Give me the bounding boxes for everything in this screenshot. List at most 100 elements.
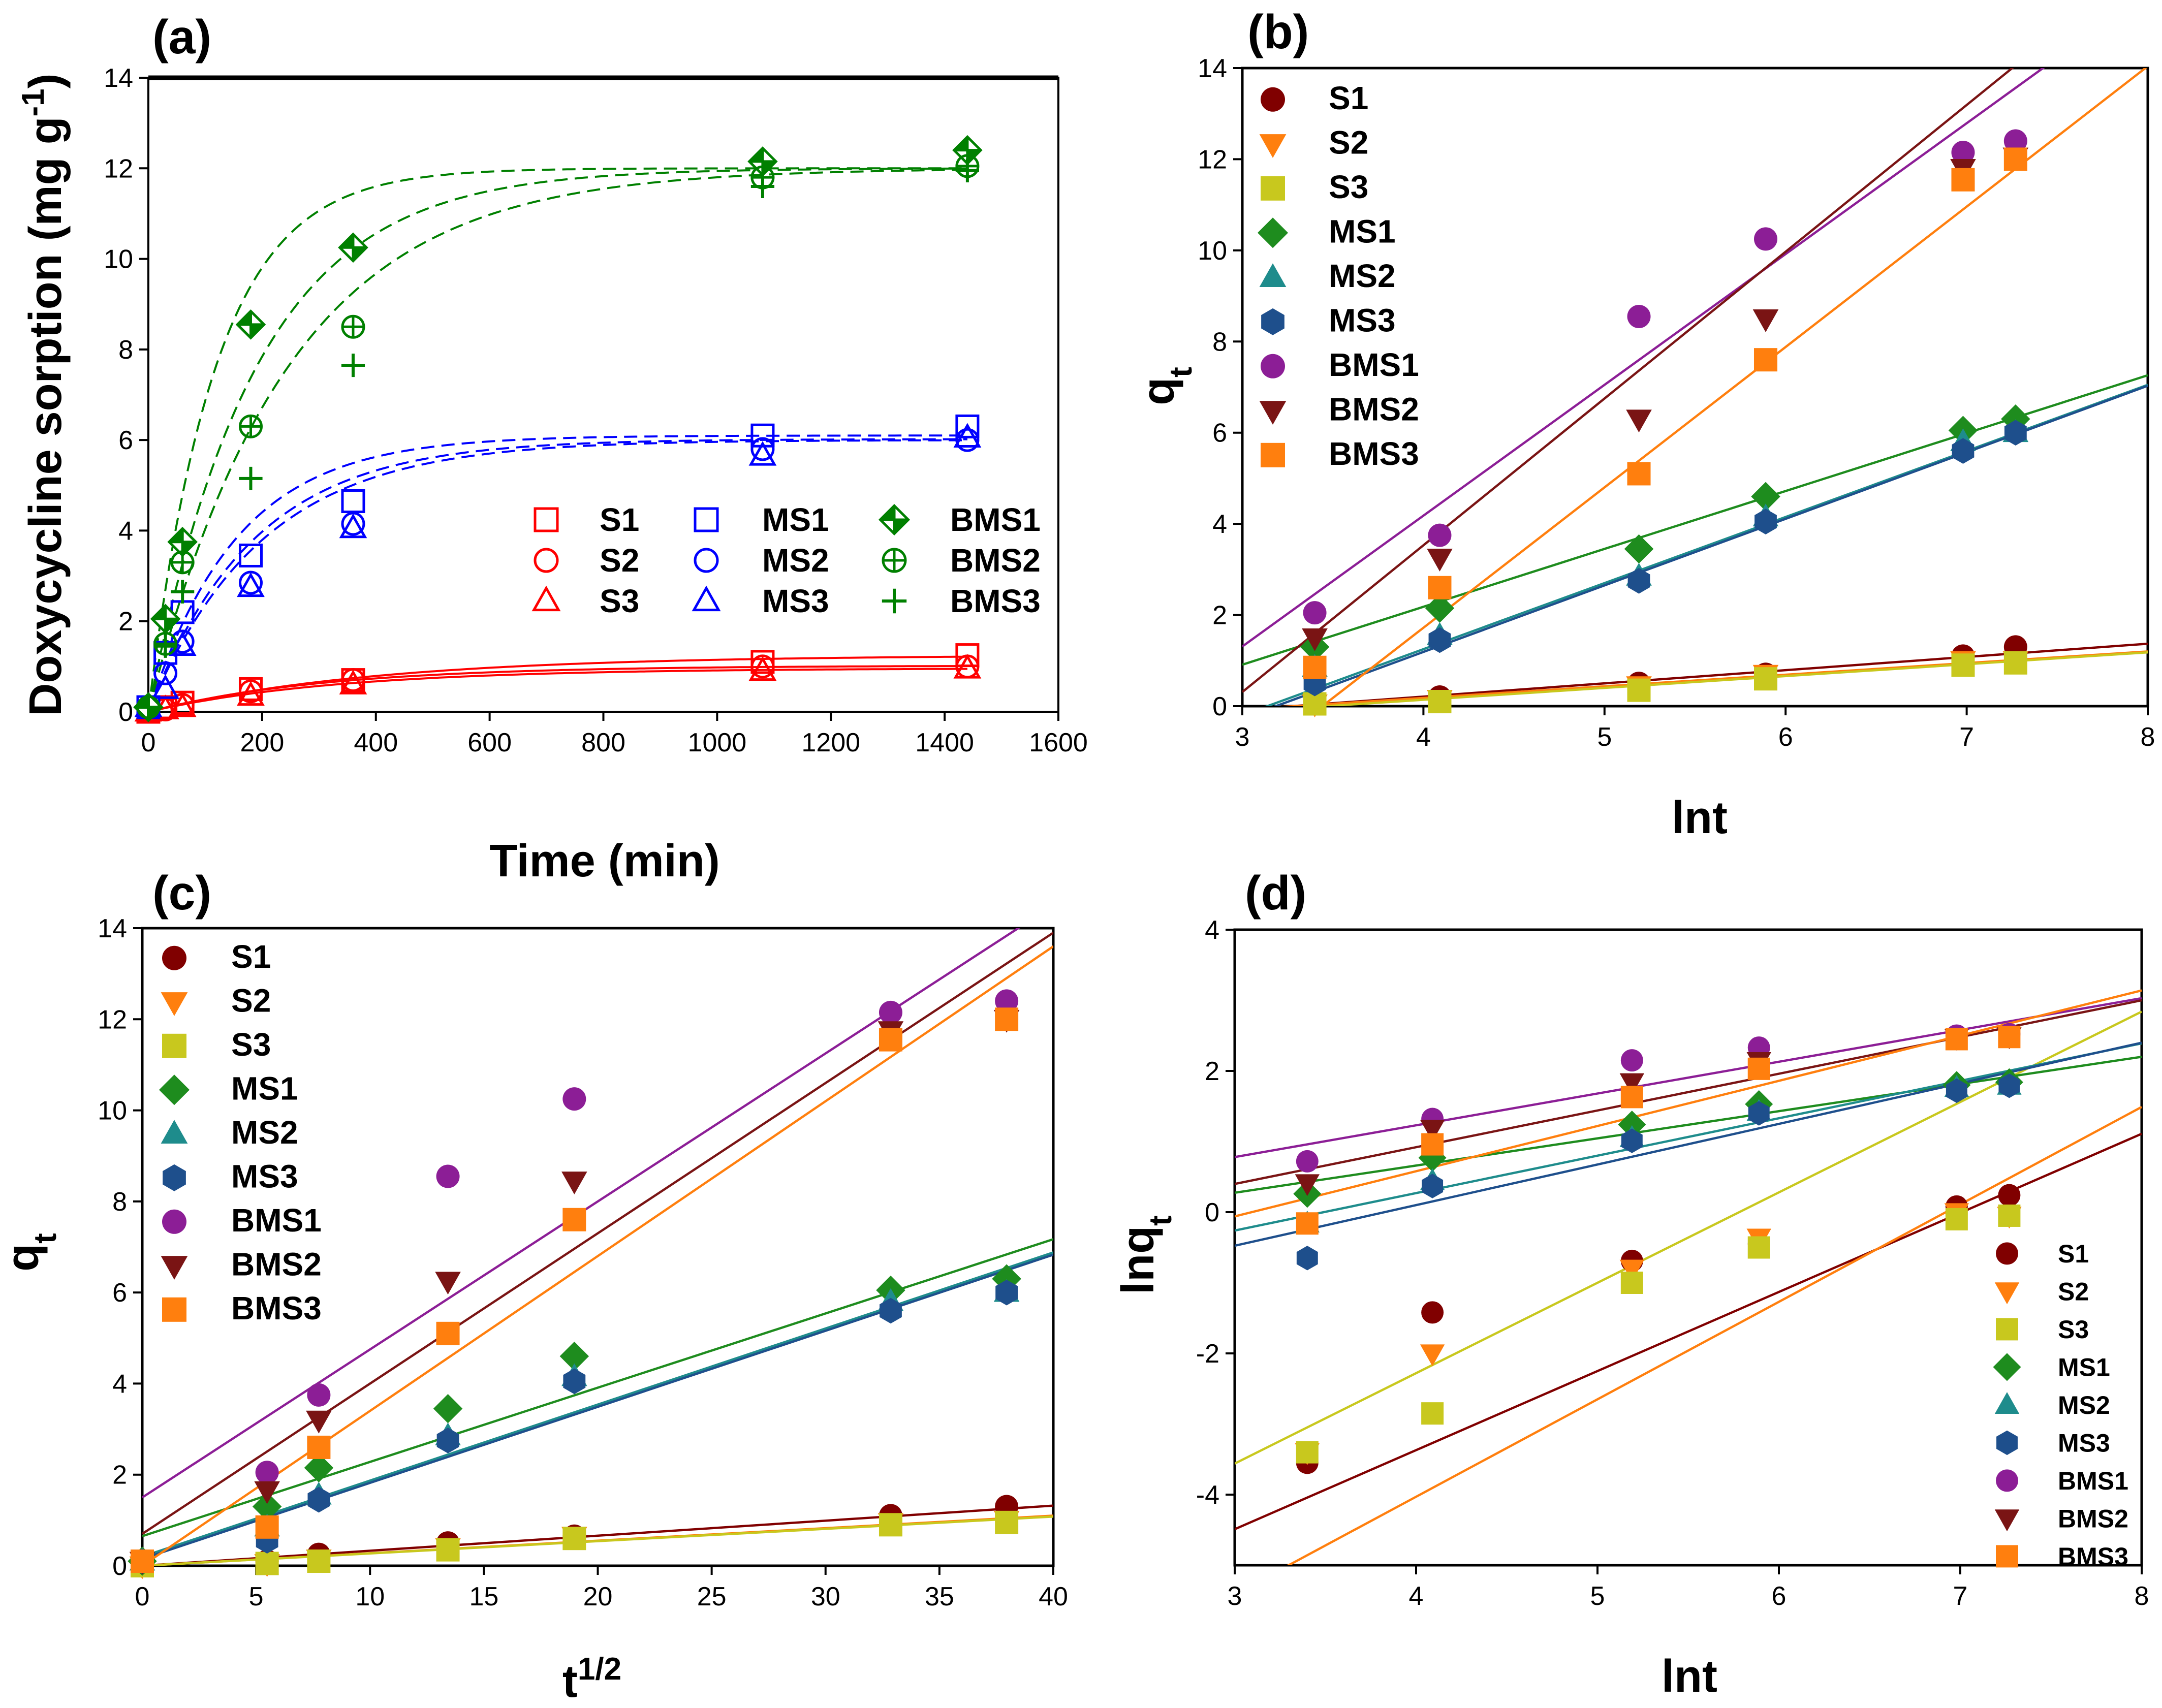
fit-line-MS2 (1235, 1042, 2142, 1232)
point-BMS3 (1951, 168, 1975, 192)
fit-line-MS3 (1272, 385, 2148, 706)
x-tick-label: 400 (354, 728, 398, 757)
point-S2 (341, 668, 365, 692)
legend-marker-S1 (1261, 87, 1285, 112)
legend-marker-S3 (1996, 1318, 2018, 1341)
x-tick-label: 25 (697, 1582, 727, 1611)
legend-label-S3: S3 (600, 583, 639, 619)
point-BMS2 (1427, 549, 1453, 572)
legend-marker-BMS1 (1261, 354, 1285, 378)
x-tick-label: 4 (1409, 1582, 1424, 1611)
point-BMS1 (1620, 1049, 1643, 1072)
legend-marker-S3 (162, 1033, 186, 1058)
legend-marker-BMS1 (162, 1209, 186, 1234)
point-MS1 (1751, 482, 1780, 512)
legend-label-S2: S2 (2058, 1278, 2089, 1306)
point-MS3 (1627, 567, 1650, 594)
point-MS3 (1748, 1101, 1770, 1126)
point-BMS3 (1945, 1028, 1968, 1051)
y-tick-label: 0 (112, 1552, 127, 1581)
fit-line-BMS2 (1242, 68, 2014, 693)
data-points (133, 135, 983, 724)
x-tick-label: 1200 (801, 728, 860, 757)
legend-label-BMS2: BMS2 (2058, 1505, 2128, 1533)
legend-marker-S2 (1994, 1282, 2020, 1305)
fit-curves (148, 167, 967, 712)
fit-line-S3 (1308, 651, 2148, 706)
legend-label-S1: S1 (1329, 80, 1368, 116)
point-BMS3 (239, 466, 263, 491)
fit-line-BMS1 (1235, 997, 2142, 1158)
point-S3 (1747, 1236, 1770, 1259)
legend-marker-BMS3 (882, 588, 907, 614)
point-MS3 (953, 423, 982, 448)
point-S3 (562, 1527, 586, 1551)
x-tick-label: 3 (1235, 722, 1250, 752)
x-tick-label: 30 (811, 1582, 840, 1611)
legend-label-S3: S3 (1329, 169, 1368, 205)
plot-frame (1241, 67, 2149, 708)
legend-label-MS2: MS2 (2058, 1391, 2110, 1419)
y-axis-title-main: lnq (1113, 1226, 1164, 1294)
fit-line-S2 (1286, 1105, 2142, 1565)
point-BMS3 (1303, 655, 1327, 679)
legend-label-BMS2: BMS2 (950, 542, 1041, 579)
point-BMS1 (2003, 129, 2027, 153)
fit-curve-MS2 (148, 438, 967, 712)
point-S3 (1951, 653, 1975, 677)
point-MS3 (1754, 509, 1777, 534)
point-MS1 (252, 1492, 282, 1522)
legend-label-BMS3: BMS3 (950, 583, 1041, 619)
point-S2 (238, 679, 263, 704)
point-S3 (1998, 1204, 2021, 1227)
data-points (128, 989, 1021, 1579)
point-MS1 (1425, 593, 1455, 623)
point-S2 (1420, 1344, 1445, 1367)
legend-label-BMS3: BMS3 (2058, 1542, 2128, 1571)
point-MS1 (304, 1453, 334, 1483)
point-MS3 (436, 1428, 459, 1453)
point-BMS3 (750, 174, 775, 199)
legend-marker-BMS2 (1259, 401, 1287, 425)
x-axis-title: t1/2 (562, 1652, 621, 1707)
fit-line-BMS3 (1235, 989, 2142, 1218)
fit-curve-BMS3 (148, 169, 967, 712)
point-BMS1 (1627, 304, 1651, 328)
point-MS3 (307, 1486, 330, 1513)
x-tick-label: 4 (1416, 722, 1431, 752)
point-BMS3 (1296, 1212, 1319, 1235)
point-BMS2 (238, 414, 263, 438)
y-tick-label: 0 (118, 698, 133, 727)
point-S3 (255, 1552, 279, 1575)
plot-frame (1233, 928, 2143, 1567)
point-BMS2 (1295, 1174, 1320, 1196)
fit-curve-S2 (148, 665, 967, 712)
legend-label-BMS2: BMS2 (1329, 391, 1419, 428)
y-tick-label: 10 (98, 1096, 127, 1126)
legend-marker-S2 (161, 992, 188, 1016)
legend: S1 S2 S3 MS1 MS2 MS3 BMS1 BMS2 BMS3 (531, 501, 1041, 619)
point-S3 (436, 1538, 460, 1562)
legend-marker-MS3 (163, 1164, 186, 1191)
point-S3 (995, 1510, 1019, 1534)
point-S1 (1998, 1184, 2021, 1207)
panel-a: 0 200 400 600 800 1000 1200 1400 1600 0 2 4 6 8 10 12 14… (16, 10, 1088, 887)
y-tick-label: 4 (118, 516, 133, 546)
point-BMS2 (341, 314, 365, 339)
point-MS2 (341, 512, 365, 536)
x-axis-title-sup: 1/2 (578, 1652, 621, 1687)
fit-lines (1235, 989, 2142, 1565)
point-BMS3 (1747, 1057, 1770, 1080)
point-S3 (748, 656, 777, 681)
legend-marker-MS2 (1994, 1392, 2020, 1414)
point-BMS2 (1626, 409, 1652, 433)
y-tick-label: 2 (118, 607, 133, 637)
x-tick-label: 8 (2141, 722, 2155, 752)
point-S3 (2003, 651, 2027, 675)
legend-label-MS2: MS2 (762, 542, 829, 579)
legend-label-S1: S1 (231, 938, 271, 975)
point-BMS3 (1753, 348, 1777, 372)
y-tick-label: 6 (118, 426, 133, 455)
y-axis-title: qt (1133, 367, 1199, 405)
fit-line-BMS1 (1242, 68, 2045, 648)
